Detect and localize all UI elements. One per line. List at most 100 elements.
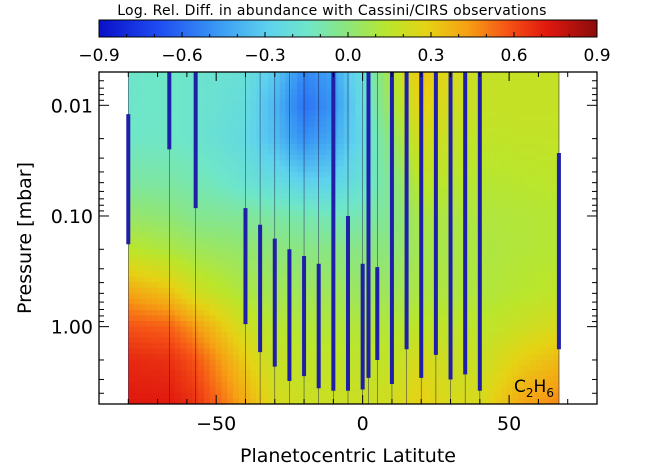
- heatmap-cell: [483, 326, 490, 333]
- heatmap-cell: [169, 265, 176, 272]
- heatmap-cell: [454, 359, 461, 366]
- heatmap-cell: [425, 365, 432, 372]
- heatmap-cell: [302, 177, 310, 184]
- heatmap-cell: [500, 138, 508, 145]
- heatmap-cell: [250, 337, 257, 344]
- heatmap-cell: [355, 265, 362, 272]
- heatmap-cell: [512, 171, 519, 178]
- heatmap-cell: [355, 282, 362, 289]
- heatmap-cell: [297, 387, 304, 394]
- heatmap-cell: [151, 171, 158, 178]
- heatmap-cell: [186, 260, 193, 267]
- heatmap-cell: [157, 271, 164, 278]
- heatmap-cell: [227, 326, 234, 333]
- heatmap-cell: [238, 376, 246, 383]
- heatmap-cell: [273, 282, 281, 289]
- heatmap-cell: [407, 121, 415, 128]
- heatmap-cell: [180, 315, 188, 322]
- heatmap-cell: [419, 387, 426, 394]
- heatmap-cell: [384, 370, 391, 377]
- heatmap-cell: [145, 304, 153, 311]
- heatmap-cell: [553, 199, 560, 206]
- heatmap-cell: [518, 249, 525, 256]
- heatmap-cell: [454, 354, 461, 361]
- heatmap-cell: [244, 83, 252, 90]
- heatmap-cell: [506, 155, 513, 162]
- heatmap-cell: [262, 166, 269, 173]
- heatmap-cell: [297, 398, 304, 404]
- heatmap-cell: [378, 77, 385, 84]
- heatmap-cell: [279, 127, 287, 134]
- heatmap-cell: [297, 260, 304, 267]
- heatmap-cell: [541, 138, 548, 145]
- heatmap-cell: [355, 221, 362, 228]
- heatmap-cell: [215, 149, 222, 156]
- heatmap-cell: [512, 77, 519, 84]
- heatmap-cell: [541, 199, 548, 206]
- heatmap-cell: [267, 354, 275, 361]
- heatmap-cell: [169, 160, 176, 167]
- heatmap-cell: [314, 77, 321, 84]
- heatmap-cell: [471, 171, 479, 178]
- heatmap-cell: [535, 254, 543, 261]
- heatmap-cell: [262, 348, 269, 355]
- heatmap-cell: [372, 232, 380, 239]
- heatmap-cell: [384, 276, 391, 283]
- heatmap-cell: [139, 160, 147, 167]
- heatmap-cell: [320, 376, 327, 383]
- heatmap-cell: [442, 282, 449, 289]
- heatmap-cell: [134, 215, 141, 222]
- heatmap-cell: [267, 83, 275, 90]
- heatmap-cell: [273, 77, 281, 84]
- heatmap-cell: [489, 232, 496, 239]
- heatmap-cell: [209, 326, 217, 333]
- heatmap-cell: [308, 365, 316, 372]
- heatmap-cell: [151, 249, 158, 256]
- heatmap-cell: [145, 226, 153, 234]
- heatmap-cell: [384, 77, 391, 84]
- heatmap-cell: [547, 160, 554, 167]
- heatmap-cell: [326, 287, 333, 294]
- heatmap-cell: [483, 370, 490, 377]
- heatmap-cell: [221, 337, 228, 344]
- heatmap-cell: [209, 359, 217, 366]
- heatmap-cell: [547, 304, 554, 311]
- heatmap-cell: [529, 83, 537, 90]
- heatmap-cell: [518, 304, 525, 311]
- heatmap-cell: [425, 72, 432, 79]
- heatmap-cell: [407, 260, 415, 267]
- heatmap-cell: [279, 387, 287, 394]
- heatmap-cell: [273, 387, 281, 394]
- heatmap-cell: [442, 332, 449, 339]
- heatmap-cell: [221, 343, 228, 350]
- heatmap-cell: [483, 77, 490, 84]
- heatmap-cell: [524, 204, 531, 211]
- heatmap-cell: [413, 309, 420, 317]
- heatmap-cell: [442, 260, 449, 267]
- heatmap-cell: [186, 132, 193, 139]
- heatmap-cell: [465, 215, 473, 222]
- heatmap-cell: [262, 160, 269, 167]
- heatmap-cell: [186, 265, 193, 272]
- heatmap-cell: [302, 199, 310, 206]
- heatmap-cell: [454, 105, 461, 112]
- heatmap-cell: [233, 72, 240, 79]
- heatmap-cell: [512, 188, 519, 195]
- heatmap-cell: [401, 370, 409, 377]
- heatmap-cell: [465, 304, 473, 311]
- heatmap-cell: [267, 293, 275, 300]
- heatmap-cell: [500, 182, 508, 189]
- heatmap-cell: [238, 166, 246, 173]
- heatmap-cell: [378, 304, 385, 311]
- heatmap-cell: [529, 132, 537, 139]
- heatmap-cell: [279, 105, 287, 112]
- heatmap-cell: [489, 226, 496, 234]
- heatmap-cell: [209, 94, 217, 101]
- heatmap-cell: [128, 94, 135, 101]
- heatmap-cell: [233, 276, 240, 283]
- heatmap-cell: [372, 210, 380, 217]
- heatmap-cell: [279, 110, 287, 117]
- heatmap-cell: [198, 105, 205, 112]
- heatmap-cell: [128, 121, 135, 128]
